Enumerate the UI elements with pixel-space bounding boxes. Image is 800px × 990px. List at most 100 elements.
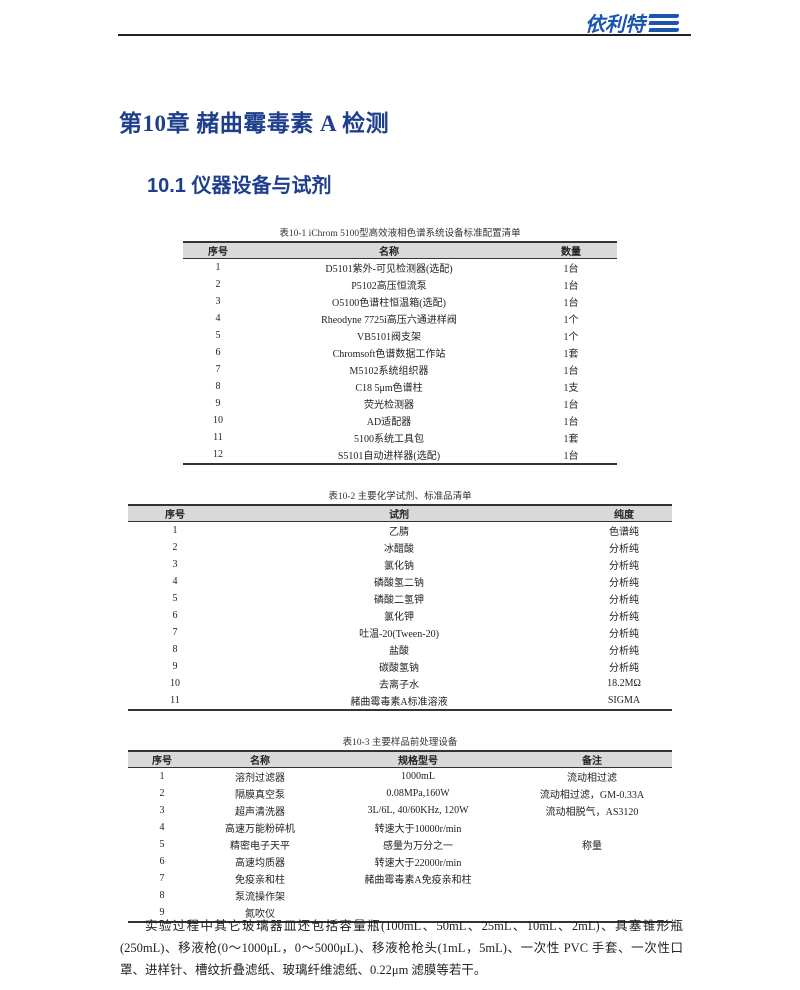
table-cell: 6 bbox=[159, 856, 165, 867]
table-cell: Chromsoft色谱数据工作站 bbox=[332, 349, 446, 360]
table-cell: 5 bbox=[159, 839, 165, 850]
table-row: 3 氯化钠 分析纯 bbox=[128, 556, 672, 573]
table-cell: 磷酸氢二钠 bbox=[374, 578, 424, 589]
table-row: 8 盐酸 分析纯 bbox=[128, 641, 672, 658]
column-header: 序号 bbox=[128, 750, 196, 768]
table-cell: 10 bbox=[213, 415, 223, 426]
table-cell: 3 bbox=[159, 805, 165, 816]
header-rule bbox=[118, 34, 691, 36]
table-cell bbox=[512, 904, 672, 923]
table-cell: 1台 bbox=[563, 264, 579, 275]
table-row: 9 荧光检测器 1台 bbox=[183, 395, 617, 412]
table-row: 5 精密电子天平 感量为万分之一 称量 bbox=[128, 836, 672, 853]
table1-caption: 表10-1 iChrom 5100型高效液相色谱系统设备标准配置清单 bbox=[279, 229, 521, 239]
table-cell: 盐酸 bbox=[389, 646, 409, 657]
table-cell: 流动相脱气，AS3120 bbox=[545, 807, 639, 818]
table-cell: 乙腈 bbox=[389, 527, 409, 538]
table-row: 11 赭曲霉毒素A标准溶液 SIGMA bbox=[128, 692, 672, 711]
table-cell: 1个 bbox=[563, 332, 579, 343]
table-cell: 12 bbox=[183, 446, 253, 465]
table-cell: 11 bbox=[128, 692, 222, 711]
table-cell: 氮吹仪 bbox=[196, 904, 324, 923]
table-row: 5 VB5101阀支架 1个 bbox=[183, 327, 617, 344]
table-cell: 6 bbox=[172, 610, 178, 621]
table-cell: 11 bbox=[213, 432, 223, 443]
column-header: 规格型号 bbox=[324, 750, 512, 768]
table-row: 12 S5101自动进样器(选配) 1台 bbox=[183, 446, 617, 465]
table-row: 2 P5102高压恒流泵 1台 bbox=[183, 276, 617, 293]
table-cell: 1 bbox=[172, 525, 178, 536]
table-cell: 分析纯 bbox=[609, 595, 639, 606]
table-row: 6 氯化钾 分析纯 bbox=[128, 607, 672, 624]
table-cell: 2 bbox=[172, 542, 178, 553]
table-row: 8 泵流操作架 bbox=[128, 887, 672, 904]
table-row: 7 免疫亲和柱 赭曲霉毒素A免疫亲和柱 bbox=[128, 870, 672, 887]
column-header: 名称 bbox=[196, 750, 324, 768]
table-cell: 1台 bbox=[525, 446, 617, 465]
column-header: 数量 bbox=[525, 241, 617, 259]
table-cell: 1000mL bbox=[401, 771, 435, 782]
logo-bars-icon bbox=[648, 13, 680, 32]
table-row: 2 隔膜真空泵 0.08MPa,160W 流动相过滤，GM-0.33A bbox=[128, 785, 672, 802]
table-cell: 5 bbox=[172, 593, 178, 604]
logo-text: 依利特 bbox=[585, 12, 645, 36]
table-row: 1 溶剂过滤器 1000mL 流动相过滤 bbox=[128, 768, 672, 786]
table-cell: 4 bbox=[159, 822, 165, 833]
table-cell: 分析纯 bbox=[609, 561, 639, 572]
table-cell: 氯化钾 bbox=[384, 612, 414, 623]
table-cell: 感量为万分之一 bbox=[383, 841, 453, 852]
table-cell: 精密电子天平 bbox=[230, 841, 290, 852]
column-header: 备注 bbox=[512, 750, 672, 768]
table-cell: 称量 bbox=[582, 841, 602, 852]
table-row: 8 C18 5μm色谱柱 1支 bbox=[183, 378, 617, 395]
table-cell: AD适配器 bbox=[366, 417, 412, 428]
table-cell: 1套 bbox=[563, 349, 579, 360]
table-row: 6 高速均质器 转速大于22000r/min bbox=[128, 853, 672, 870]
table-cell: 泵流操作架 bbox=[235, 892, 285, 903]
table-cell: S5101自动进样器(选配) bbox=[253, 446, 525, 465]
table-cell: 10 bbox=[170, 678, 180, 689]
table-cell: 1台 bbox=[563, 366, 579, 377]
equipment-table: 序号 名称 数量 1 D5101紫外-可见检测器(选配) 1台 2 P5102高压恒流泵 1台 3… bbox=[183, 241, 617, 465]
table-cell: 高速万能粉碎机 bbox=[225, 824, 295, 835]
table-cell: Rheodyne 7725i高压六通进样阀 bbox=[321, 315, 457, 326]
column-header: 序号 bbox=[128, 504, 222, 522]
table-row: 1 乙腈 色谱纯 bbox=[128, 522, 672, 540]
table-row: 11 5100系统工具包 1套 bbox=[183, 429, 617, 446]
table-row: 6 Chromsoft色谱数据工作站 1套 bbox=[183, 344, 617, 361]
table-cell: 7 bbox=[172, 627, 178, 638]
table-cell: 2 bbox=[159, 788, 165, 799]
brand-logo: 依利特 bbox=[585, 8, 680, 37]
table-cell: 6 bbox=[215, 347, 221, 358]
table-cell: 7 bbox=[159, 873, 165, 884]
section-title: 10.1 仪器设备与试剂 bbox=[147, 175, 332, 197]
table-cell bbox=[512, 853, 672, 870]
table-cell: 超声清洗器 bbox=[235, 807, 285, 818]
table-cell: 7 bbox=[215, 364, 221, 375]
table-row: 7 吐温-20(Tween-20) 分析纯 bbox=[128, 624, 672, 641]
table-cell: 赭曲霉毒素A标准溶液 bbox=[222, 692, 576, 711]
table-cell: 分析纯 bbox=[609, 578, 639, 589]
table-row: 10 去离子水 18.2MΩ bbox=[128, 675, 672, 692]
pretreatment-table: 序号 名称 规格型号 备注 1 溶剂过滤器 1000mL 流动相过滤 2 隔膜真空泵 0.08MPa… bbox=[128, 750, 672, 923]
table-cell: 分析纯 bbox=[609, 663, 639, 674]
table-cell: 色谱纯 bbox=[609, 527, 639, 538]
body-paragraph: 实验过程中其它玻璃器皿还包括容量瓶(100mL、50mL、25mL、10mL、2… bbox=[120, 919, 683, 977]
table-cell: SIGMA bbox=[576, 692, 672, 711]
table-cell: 溶剂过滤器 bbox=[235, 773, 285, 784]
table-cell: 1台 bbox=[563, 400, 579, 411]
table-row: 5 磷酸二氢钾 分析纯 bbox=[128, 590, 672, 607]
table-cell: 8 bbox=[159, 890, 165, 901]
table-cell: 氯化钠 bbox=[384, 561, 414, 572]
table-cell bbox=[324, 887, 512, 904]
table-cell bbox=[512, 819, 672, 836]
table-row: 10 AD适配器 1台 bbox=[183, 412, 617, 429]
table-row: 3 O5100色谱柱恒温箱(选配) 1台 bbox=[183, 293, 617, 310]
table-cell bbox=[324, 904, 512, 923]
table-cell: 吐温-20(Tween-20) bbox=[359, 629, 439, 640]
table-cell: 8 bbox=[215, 381, 221, 392]
table-cell: 1台 bbox=[563, 281, 579, 292]
table-cell: VB5101阀支架 bbox=[357, 332, 421, 343]
table-cell: 分析纯 bbox=[609, 629, 639, 640]
table-cell: 碳酸氢钠 bbox=[379, 663, 419, 674]
